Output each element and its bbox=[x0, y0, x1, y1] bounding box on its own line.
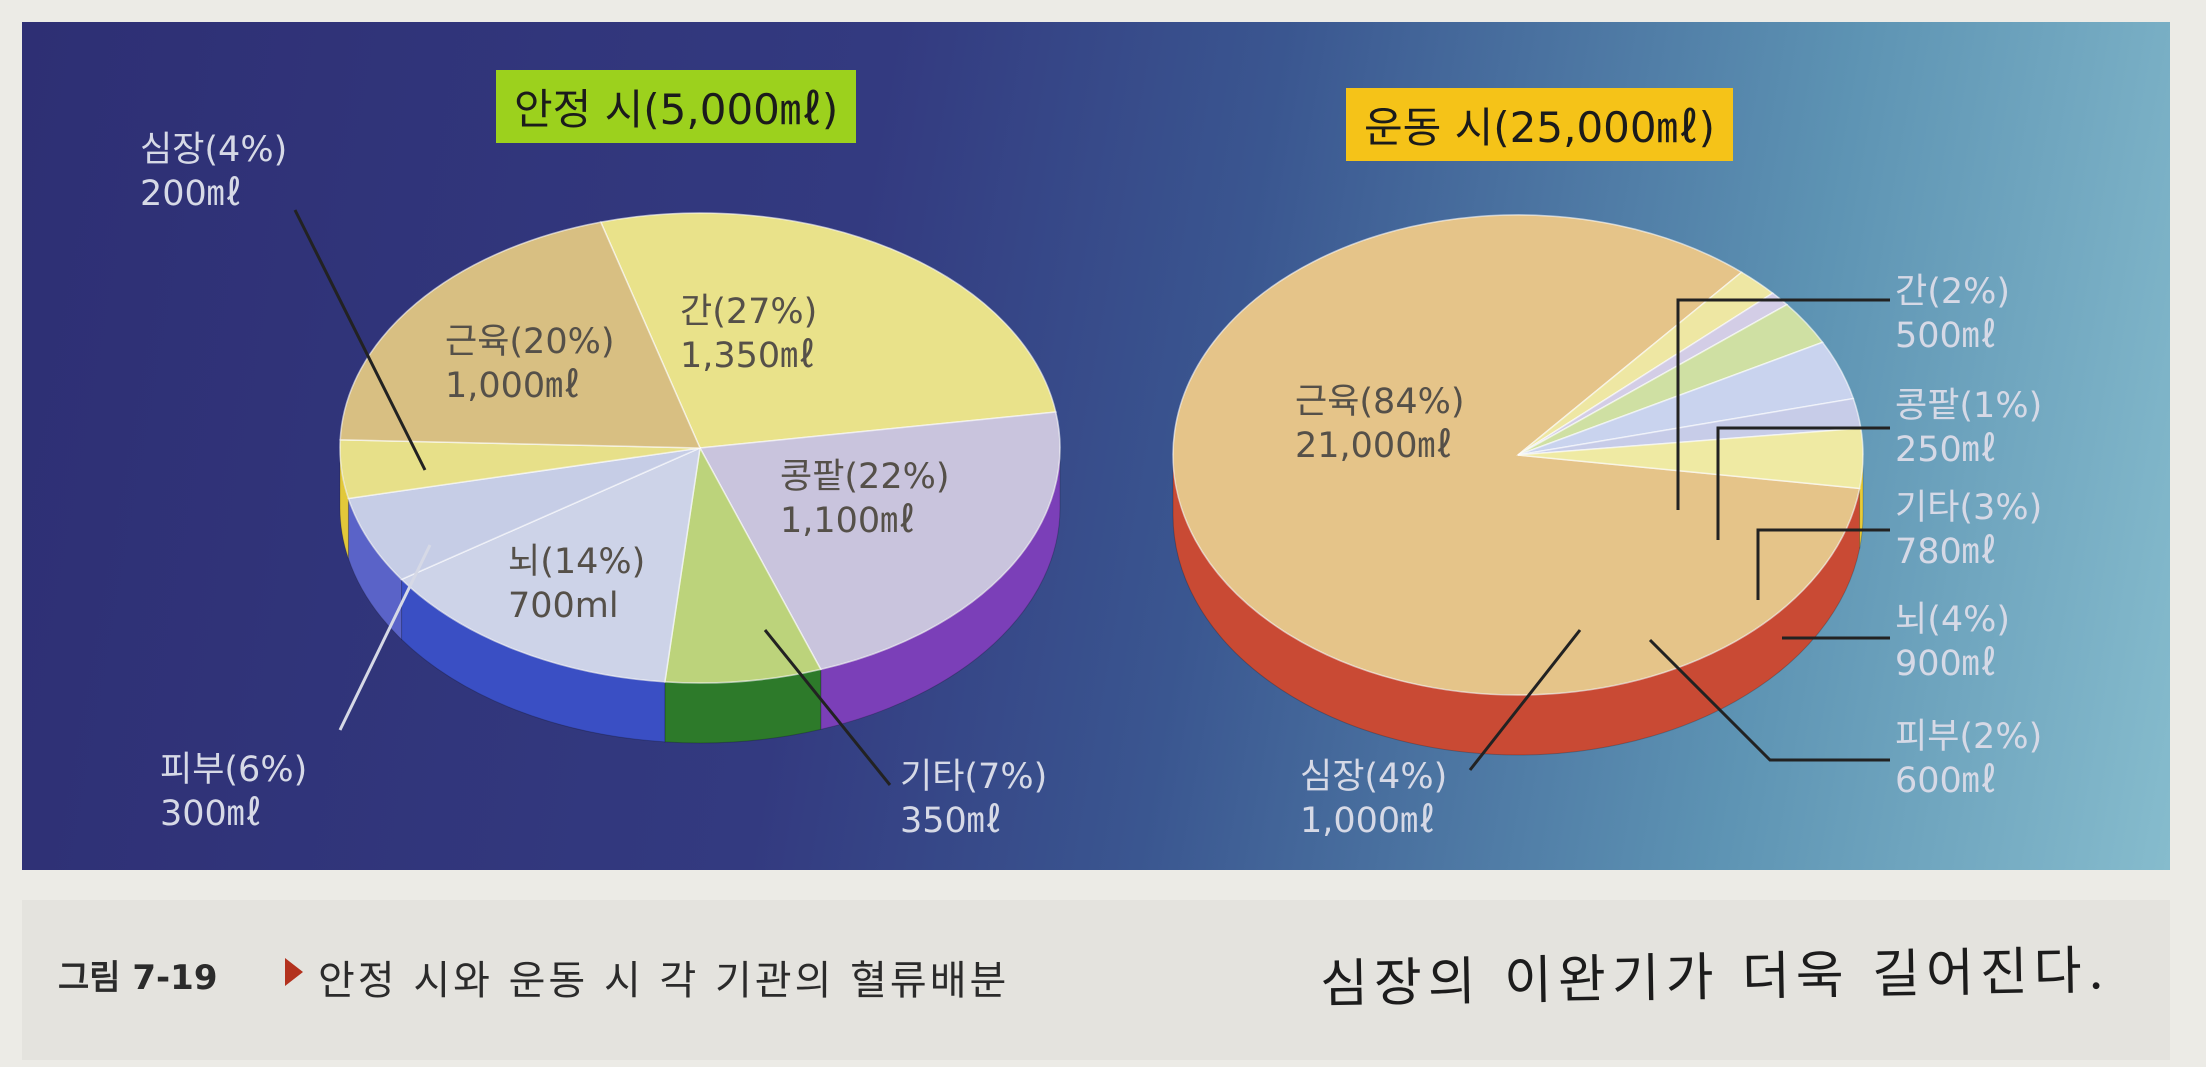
exer-slice-근육 bbox=[1172, 214, 1861, 696]
rest-slice-피부 bbox=[347, 447, 701, 581]
exer-heart-value: 1,000㎖ bbox=[1300, 801, 1436, 841]
rest-slice-간 bbox=[599, 212, 1057, 449]
exer-other-text: 기타(3%) bbox=[1895, 488, 2043, 528]
exer-label-muscle: 근육(84%) 21,000㎖ bbox=[1295, 380, 1465, 468]
rest-kidney-text: 콩팥(22%) bbox=[780, 457, 950, 497]
caption-bar bbox=[22, 900, 2170, 1060]
exercise-pie-chart bbox=[1172, 214, 1864, 756]
exer-skin-text: 피부(2%) bbox=[1895, 717, 2043, 757]
exer-muscle-value: 21,000㎖ bbox=[1295, 426, 1453, 466]
rest-muscle-text: 근육(20%) bbox=[445, 322, 615, 362]
rest-skin-leader bbox=[338, 544, 432, 731]
leader-lines bbox=[293, 209, 1890, 786]
exer-skin-value: 600㎖ bbox=[1895, 761, 1997, 801]
exer-brain-text: 뇌(4%) bbox=[1895, 600, 2011, 640]
rest-label-liver: 간(27%) 1,350㎖ bbox=[680, 290, 817, 378]
rest-label-skin: 피부(6%) 300㎖ bbox=[160, 748, 307, 836]
rest-slice-근육 bbox=[339, 221, 702, 449]
exer-label-kidney: 콩팥(1%) 250㎖ bbox=[1895, 384, 2042, 472]
rest-slice-콩팥 bbox=[698, 411, 1061, 671]
exer-liver-value: 500㎖ bbox=[1895, 316, 1997, 356]
rest-muscle-value: 1,000㎖ bbox=[445, 366, 581, 406]
rest-other-leader bbox=[763, 629, 892, 786]
exer-label-skin: 피부(2%) 600㎖ bbox=[1895, 715, 2042, 803]
caption-arrow-icon bbox=[285, 958, 303, 986]
rest-label-brain: 뇌(14%) 700ml bbox=[508, 540, 645, 628]
exer-liver-text: 간(2%) bbox=[1895, 272, 2011, 312]
exer-heart-leader bbox=[1468, 629, 1582, 771]
exer-kidney-text: 콩팥(1%) bbox=[1895, 386, 2043, 426]
exer-label-heart: 심장(4%) 1,000㎖ bbox=[1300, 755, 1447, 843]
exer-skin-leader bbox=[1648, 638, 1890, 762]
rest-skin-text: 피부(6%) bbox=[160, 750, 308, 790]
rest-heart-leader bbox=[293, 209, 427, 471]
exer-brain-value: 900㎖ bbox=[1895, 644, 1997, 684]
rest-brain-text: 뇌(14%) bbox=[508, 542, 646, 582]
handwritten-note: 심장의 이완기가 더욱 길어진다. bbox=[1319, 941, 2111, 1015]
exer-kidney-value: 250㎖ bbox=[1895, 430, 1997, 470]
rest-brain-value: 700ml bbox=[508, 586, 619, 626]
exer-kidney-leader bbox=[1716, 426, 1890, 540]
figure-caption: 안정 시와 운동 시 각 기관의 혈류배분 bbox=[318, 958, 1010, 1004]
rest-label-heart: 심장(4%) 200㎖ bbox=[140, 128, 287, 216]
rest-pie-chart bbox=[339, 212, 1061, 744]
exer-label-liver: 간(2%) 500㎖ bbox=[1895, 270, 2010, 358]
exer-muscle-text: 근육(84%) bbox=[1295, 382, 1465, 422]
rest-liver-text: 간(27%) bbox=[680, 292, 818, 332]
exer-liver-leader bbox=[1676, 298, 1890, 510]
rest-heart-value: 200㎖ bbox=[140, 174, 242, 214]
rest-liver-value: 1,350㎖ bbox=[680, 336, 816, 376]
exer-heart-text: 심장(4%) bbox=[1300, 757, 1448, 797]
rest-skin-value: 300㎖ bbox=[160, 794, 262, 834]
rest-label-muscle: 근육(20%) 1,000㎖ bbox=[445, 320, 615, 408]
rest-other-text: 기타(7%) bbox=[900, 757, 1048, 797]
rest-chart-title: 안정 시(5,000㎖) bbox=[496, 70, 857, 143]
exer-label-brain: 뇌(4%) 900㎖ bbox=[1895, 598, 2010, 686]
exer-label-other: 기타(3%) 780㎖ bbox=[1895, 486, 2042, 574]
exer-other-leader bbox=[1756, 528, 1890, 600]
rest-heart-text: 심장(4%) bbox=[140, 130, 288, 170]
rest-label-kidney: 콩팥(22%) 1,100㎖ bbox=[780, 455, 950, 543]
figure-label: 그림 7-19 bbox=[58, 958, 218, 998]
rest-slice-기타 bbox=[664, 445, 822, 684]
exercise-chart-title: 운동 시(25,000㎖) bbox=[1346, 88, 1734, 161]
rest-slice-뇌 bbox=[400, 446, 701, 683]
rest-label-other: 기타(7%) 350㎖ bbox=[900, 755, 1047, 843]
exer-other-value: 780㎖ bbox=[1895, 532, 1997, 572]
rest-other-value: 350㎖ bbox=[900, 801, 1002, 841]
pie-charts bbox=[293, 209, 1890, 786]
rest-kidney-value: 1,100㎖ bbox=[780, 501, 916, 541]
